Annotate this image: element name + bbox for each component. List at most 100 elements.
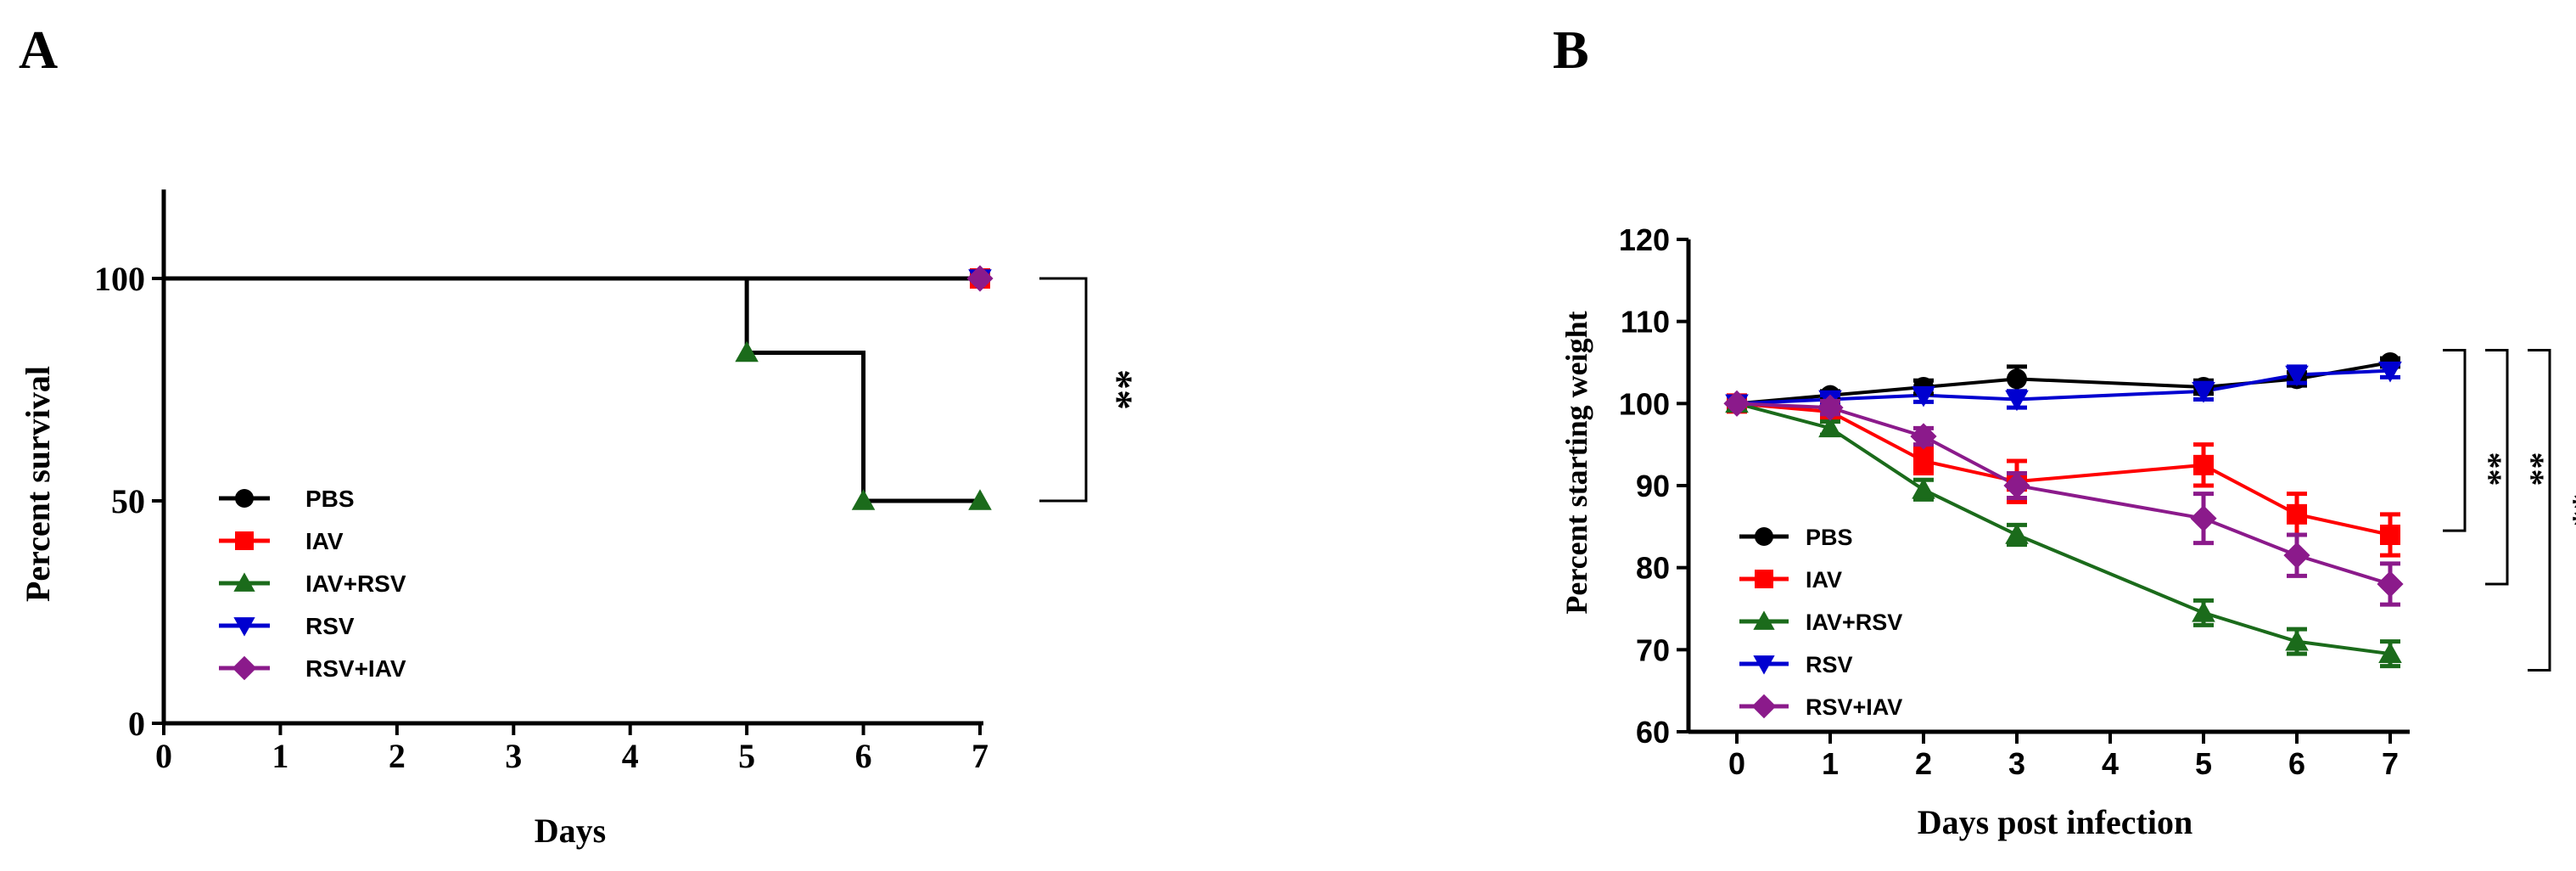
significance-bracket <box>2528 349 2551 672</box>
x-tick-label: 1 <box>1822 746 1839 781</box>
y-tick-label: 90 <box>1636 469 1670 503</box>
legend-marker <box>233 572 255 592</box>
significance-stars: ** <box>2556 493 2576 527</box>
weight-point <box>1818 416 1842 438</box>
weight-point <box>2192 601 2215 622</box>
weight-point <box>2003 472 2030 499</box>
weight-point <box>2190 505 2217 532</box>
legend-marker <box>235 489 254 508</box>
x-tick-label: 3 <box>505 737 522 775</box>
legend-marker <box>232 655 257 681</box>
weight-point <box>1912 478 1935 499</box>
legend-label: RSV+IAV <box>305 655 406 682</box>
legend-label: IAV+RSV <box>305 570 406 597</box>
weight-point <box>1723 390 1750 417</box>
weight-point <box>2378 361 2402 383</box>
weight-point <box>2380 525 2400 545</box>
legend-label: RSV <box>1806 652 1853 677</box>
weight-point <box>2287 503 2307 525</box>
weight-significance: ** **** <box>2443 349 2576 672</box>
legend-marker <box>1753 655 1775 675</box>
y-tick-label: 100 <box>94 260 145 298</box>
y-tick-label: 60 <box>1636 715 1670 750</box>
weight-point <box>2007 368 2027 390</box>
x-tick-label: 4 <box>622 737 639 775</box>
legend-marker <box>1751 694 1777 719</box>
weight-point <box>2377 570 2404 598</box>
panel-label-a: A <box>19 20 58 80</box>
weight-point <box>1912 385 1935 407</box>
x-tick-label: 2 <box>389 737 406 775</box>
x-tick-label: 0 <box>155 737 172 775</box>
legend-label: PBS <box>305 486 355 512</box>
significance-bracket <box>1039 277 1088 503</box>
survival-point <box>735 340 759 362</box>
y-tick-label: 100 <box>1619 386 1670 421</box>
survival-y-axis-label: Percent survival <box>19 366 57 602</box>
x-tick-label: 3 <box>2008 746 2025 781</box>
survival-line-iav-rsv <box>164 276 980 503</box>
weight-axes: 0 1 2 3 4 5 6 7 60 70 80 90 100 110 120 <box>1619 222 2410 781</box>
weight-point <box>2005 390 2029 412</box>
survival-chart: 0 1 2 3 4 5 6 7 0 50 100 ** PBS IAV IAV+RSV RSV RSV+IA… <box>19 189 1140 850</box>
survival-point <box>968 489 992 510</box>
survival-legend: PBS IAV IAV+RSV RSV RSV+IAV <box>219 486 406 682</box>
x-tick-label: 7 <box>2382 746 2399 781</box>
x-tick-label: 6 <box>2288 746 2305 781</box>
weight-point <box>1910 423 1937 450</box>
x-tick-label: 5 <box>2195 746 2212 781</box>
weight-point <box>2285 365 2309 387</box>
legend-label: RSV+IAV <box>1806 694 1902 720</box>
x-tick-label: 7 <box>972 737 988 775</box>
weight-point <box>2283 542 2310 569</box>
y-tick-label: 70 <box>1636 632 1670 667</box>
x-tick-label: 5 <box>738 737 755 775</box>
y-tick-label: 80 <box>1636 551 1670 586</box>
survival-significance: ** <box>1039 277 1140 503</box>
legend-label: IAV <box>305 528 344 554</box>
legend-label: IAV+RSV <box>1806 610 1902 635</box>
weight-point <box>1913 451 1934 471</box>
weight-point <box>1817 394 1844 421</box>
significance-bracket <box>2485 349 2509 586</box>
legend-label: IAV <box>1806 567 1842 593</box>
y-tick-label: 120 <box>1619 222 1670 257</box>
legend-marker <box>235 531 254 550</box>
x-tick-label: 4 <box>2102 746 2119 781</box>
y-tick-label: 50 <box>111 482 145 520</box>
weight-y-axis-label: Percent starting weight <box>1560 311 1593 614</box>
survival-series <box>164 265 994 510</box>
weight-legend: PBS IAV IAV+RSV RSV RSV+IAV <box>1739 525 1902 720</box>
weight-point <box>2378 642 2402 663</box>
weight-point <box>2285 629 2309 651</box>
survival-point <box>966 265 994 292</box>
survival-point <box>851 489 876 510</box>
significance-bracket <box>2443 349 2467 532</box>
weight-x-axis-label: Days post infection <box>1918 803 2192 841</box>
significance-stars: ** <box>2513 452 2551 486</box>
weight-point <box>2192 382 2215 403</box>
panel-label-b: B <box>1553 20 1589 80</box>
survival-plot-area: 0 1 2 3 4 5 6 7 0 50 100 ** PBS IAV IAV+RSV RSV RSV+IA… <box>94 189 1140 775</box>
x-tick-label: 1 <box>272 737 288 775</box>
legend-marker <box>1753 610 1775 630</box>
legend-marker <box>233 617 255 637</box>
survival-x-axis-label: Days <box>535 812 606 850</box>
legend-marker <box>1755 570 1773 588</box>
x-tick-label: 0 <box>1728 746 1745 781</box>
y-tick-label: 110 <box>1621 305 1670 340</box>
legend-label: PBS <box>1806 525 1853 550</box>
y-tick-label: 0 <box>128 705 145 743</box>
weight-point <box>2005 523 2029 544</box>
legend-marker <box>1755 527 1773 546</box>
significance-stars: ** <box>2471 452 2509 486</box>
x-tick-label: 2 <box>1915 746 1932 781</box>
weight-point <box>2193 454 2214 475</box>
x-tick-label: 6 <box>855 737 872 775</box>
legend-label: RSV <box>305 613 355 639</box>
significance-stars: ** <box>1095 369 1140 410</box>
weight-series <box>1723 352 2404 669</box>
